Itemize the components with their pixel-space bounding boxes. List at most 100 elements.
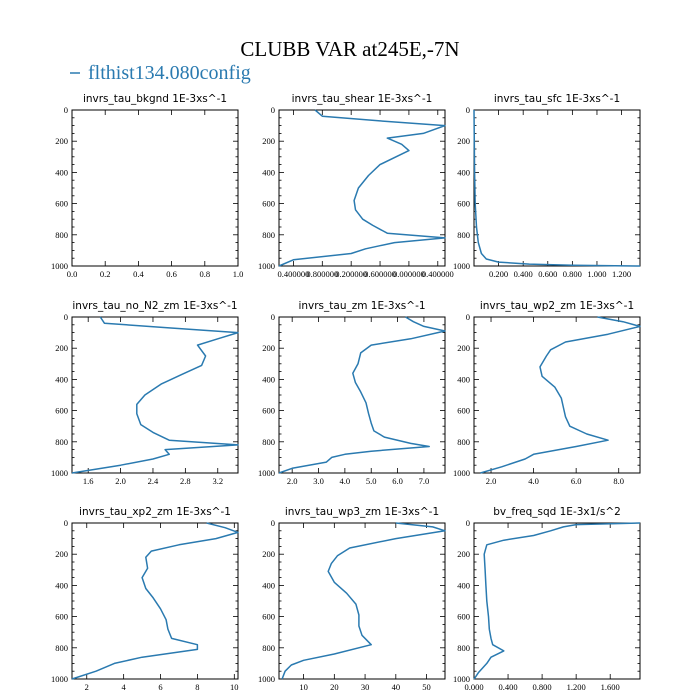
x-tick-label: 0.000 bbox=[464, 682, 483, 692]
y-tick-label: 0 bbox=[271, 312, 275, 322]
panel-1: invrs_tau_bkgnd 1E-3xs^-1 0 200 400 600 800 10… bbox=[51, 93, 243, 279]
x-tick-label: 4 bbox=[122, 682, 127, 692]
y-tick-label: 200 bbox=[55, 549, 68, 559]
y-tick-label: 0 bbox=[64, 105, 68, 115]
x-tick-label: 0.200000 bbox=[335, 269, 367, 279]
panel-7: invrs_tau_xp2_zm 1E-3xs^-1 0 200 400 600 800 1… bbox=[51, 506, 239, 692]
y-tick-label: 400 bbox=[262, 580, 275, 590]
x-tick-label: 50 bbox=[422, 682, 431, 692]
x-tick-label: 0.400000 bbox=[277, 269, 309, 279]
x-tick-label: 0.0 bbox=[67, 269, 78, 279]
y-tick-label: 800 bbox=[55, 643, 68, 653]
panel-title: invrs_tau_bkgnd 1E-3xs^-1 bbox=[83, 93, 227, 105]
x-tick-label: 2.4 bbox=[148, 476, 159, 486]
y-tick-label: 400 bbox=[262, 167, 275, 177]
y-tick-label: 400 bbox=[55, 580, 68, 590]
x-tick-label: 0.600 bbox=[538, 269, 557, 279]
x-tick-label: 2.0 bbox=[287, 476, 298, 486]
y-tick-label: 600 bbox=[262, 406, 275, 416]
y-tick-label: 1000 bbox=[453, 468, 470, 478]
y-tick-label: 800 bbox=[262, 643, 275, 653]
y-tick-label: 600 bbox=[457, 612, 470, 622]
y-tick-label: 1000 bbox=[453, 261, 470, 271]
x-tick-label: 5.0 bbox=[366, 476, 377, 486]
y-tick-label: 1000 bbox=[51, 468, 68, 478]
y-tick-label: 800 bbox=[457, 643, 470, 653]
y-tick-label: 600 bbox=[457, 406, 470, 416]
y-tick-label: 1000 bbox=[258, 261, 275, 271]
y-tick-label: 400 bbox=[457, 374, 470, 384]
series-line bbox=[480, 316, 641, 474]
y-tick-label: 200 bbox=[55, 136, 68, 146]
x-tick-label: 40 bbox=[392, 682, 401, 692]
x-tick-label: 2.8 bbox=[180, 476, 191, 486]
x-tick-label: 20 bbox=[330, 682, 339, 692]
y-tick-label: 600 bbox=[55, 612, 68, 622]
x-tick-label: 4.0 bbox=[528, 476, 539, 486]
panel-title: invrs_tau_xp2_zm 1E-3xs^-1 bbox=[79, 506, 231, 518]
y-tick-label: 1000 bbox=[51, 674, 68, 684]
y-tick-label: 200 bbox=[457, 343, 470, 353]
series-line bbox=[281, 522, 446, 680]
legend-label: flthist134.080config bbox=[88, 62, 251, 84]
y-tick-label: 1000 bbox=[453, 674, 470, 684]
panel-frame bbox=[71, 109, 239, 267]
y-tick-label: 800 bbox=[262, 230, 275, 240]
y-tick-label: 200 bbox=[262, 549, 275, 559]
y-tick-label: 1000 bbox=[258, 674, 275, 684]
y-tick-label: 600 bbox=[55, 199, 68, 209]
y-tick-label: 800 bbox=[457, 437, 470, 447]
panels-grid: invrs_tau_bkgnd 1E-3xs^-1020040060080010… bbox=[51, 93, 641, 692]
series-line bbox=[278, 109, 446, 267]
x-tick-label: 3.0 bbox=[313, 476, 324, 486]
y-tick-label: 600 bbox=[262, 612, 275, 622]
panel-9: bv_freq_sqd 1E-3x1/s^2020040060080010000… bbox=[453, 506, 641, 692]
y-tick-label: 0 bbox=[64, 312, 68, 322]
panel-title: invrs_tau_zm 1E-3xs^-1 bbox=[298, 300, 425, 312]
legend: flthist134.080config bbox=[70, 62, 251, 84]
y-tick-label: 0 bbox=[64, 518, 68, 528]
x-tick-label: 0.400 bbox=[514, 269, 533, 279]
y-tick-label: 200 bbox=[262, 136, 275, 146]
x-tick-label: 0.600000 bbox=[364, 269, 396, 279]
y-tick-label: 200 bbox=[457, 136, 470, 146]
x-tick-label: 6 bbox=[158, 682, 162, 692]
x-tick-label: 6.0 bbox=[571, 476, 582, 486]
y-tick-label: 800 bbox=[55, 437, 68, 447]
x-tick-label: 1.200 bbox=[612, 269, 631, 279]
series-line bbox=[473, 109, 641, 267]
x-tick-label: 0.8 bbox=[199, 269, 210, 279]
panel-6: invrs_tau_wp2_zm 1E-3xs^-1 0 200 400 600 800 1… bbox=[453, 300, 641, 486]
x-tick-label: 2 bbox=[85, 682, 89, 692]
x-tick-label: 0.000000 bbox=[393, 269, 425, 279]
x-tick-label: 1.0 bbox=[233, 269, 244, 279]
y-tick-label: 400 bbox=[55, 374, 68, 384]
panel-2: invrs_tau_shear 1E-3xs^-1 0 200 400 600 800 10… bbox=[258, 93, 454, 279]
y-tick-label: 800 bbox=[457, 230, 470, 240]
x-tick-label: 1.600 bbox=[601, 682, 620, 692]
panel-title: invrs_tau_wp3_zm 1E-3xs^-1 bbox=[285, 506, 439, 518]
y-tick-label: 1000 bbox=[258, 468, 275, 478]
y-tick-label: 800 bbox=[55, 230, 68, 240]
x-tick-label: 0.6 bbox=[166, 269, 177, 279]
x-tick-label: 1.200 bbox=[567, 682, 586, 692]
x-tick-label: 1.6 bbox=[83, 476, 94, 486]
y-tick-label: 400 bbox=[55, 167, 68, 177]
y-tick-label: 1000 bbox=[51, 261, 68, 271]
series-line bbox=[71, 316, 239, 474]
x-tick-label: 10 bbox=[299, 682, 308, 692]
panel-8: invrs_tau_wp3_zm 1E-3xs^-1 0 200 400 600 800 1… bbox=[258, 506, 446, 692]
y-tick-label: 400 bbox=[262, 374, 275, 384]
y-tick-label: 200 bbox=[262, 343, 275, 353]
x-tick-label: 0.4 bbox=[133, 269, 144, 279]
y-tick-label: 600 bbox=[457, 199, 470, 209]
x-tick-label: 8.0 bbox=[613, 476, 624, 486]
x-tick-label: 0.800000 bbox=[306, 269, 338, 279]
panel-title: invrs_tau_wp2_zm 1E-3xs^-1 bbox=[480, 300, 634, 312]
x-tick-label: 6.0 bbox=[392, 476, 403, 486]
x-tick-label: 10 bbox=[230, 682, 239, 692]
y-tick-label: 0 bbox=[466, 518, 470, 528]
panel-frame bbox=[473, 522, 641, 680]
x-tick-label: 0.800 bbox=[563, 269, 582, 279]
